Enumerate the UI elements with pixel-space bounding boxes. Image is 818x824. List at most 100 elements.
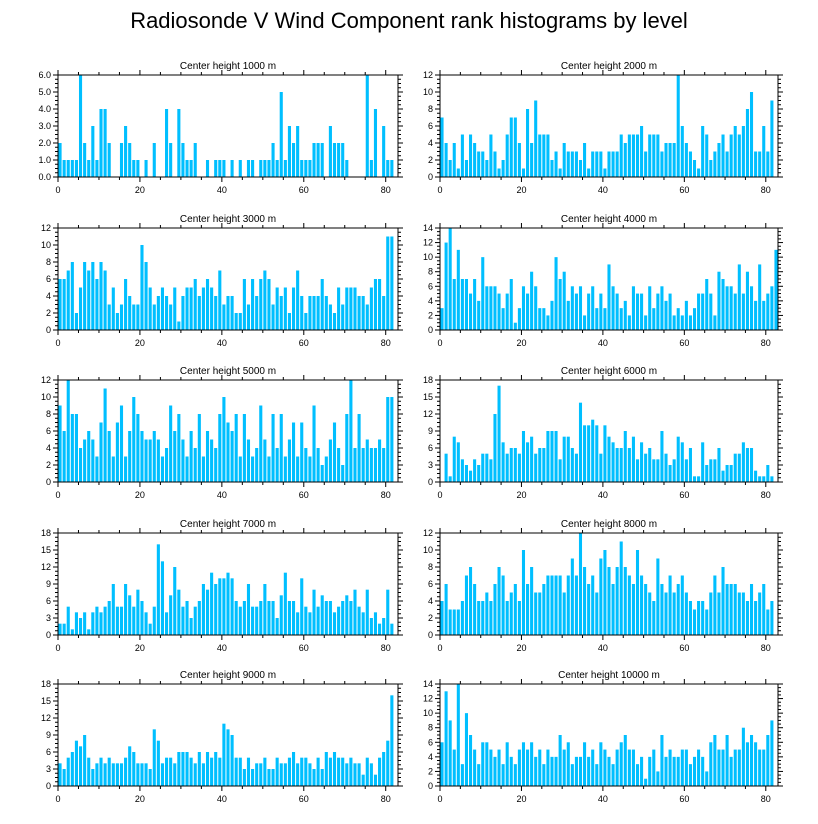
histogram-bar	[136, 304, 140, 330]
histogram-bar	[574, 293, 578, 330]
histogram-bar	[603, 425, 607, 482]
histogram-bar	[124, 456, 128, 482]
histogram-bar	[709, 459, 713, 482]
histogram-bar	[279, 595, 283, 635]
histogram-bar	[737, 453, 741, 482]
x-tick-label: 80	[761, 185, 771, 195]
histogram-bar	[526, 584, 530, 635]
histogram-bar	[283, 572, 287, 635]
y-tick-label: 6	[46, 596, 51, 606]
histogram-bar	[103, 109, 107, 177]
histogram-bar	[160, 763, 165, 786]
histogram-bar	[152, 606, 156, 635]
histogram-bar	[111, 456, 115, 482]
histogram-bar	[341, 601, 345, 635]
histogram-bar	[521, 550, 526, 635]
histogram-bar	[275, 160, 279, 177]
histogram-bar	[635, 550, 640, 635]
histogram-bar	[688, 315, 692, 330]
histogram-bar	[745, 109, 749, 177]
histogram-bar	[456, 249, 460, 330]
histogram-bar	[390, 695, 394, 786]
histogram-bar	[660, 431, 664, 482]
histogram-bar	[473, 279, 477, 330]
x-tick-label: 80	[381, 185, 391, 195]
histogram-bar	[107, 431, 111, 482]
histogram-bar	[165, 612, 169, 635]
histogram-bar	[279, 763, 283, 786]
histogram-bar	[566, 436, 570, 482]
histogram-bar	[312, 769, 316, 786]
histogram-bar	[218, 414, 222, 482]
y-tick-label: 12	[423, 694, 433, 704]
histogram-bar	[473, 459, 477, 482]
histogram-bar	[287, 126, 291, 177]
histogram-bar	[251, 456, 255, 482]
histogram-bar	[542, 134, 546, 177]
histogram-bar	[66, 757, 70, 786]
panel-title: Center height 5000 m	[180, 366, 276, 377]
histogram-bar	[230, 160, 234, 177]
histogram-bar	[230, 735, 234, 786]
y-tick-label: 9	[428, 426, 433, 436]
histogram-bar	[210, 439, 214, 482]
y-tick-label: 14	[423, 223, 433, 233]
histogram-bar	[185, 601, 189, 635]
histogram-bar	[111, 763, 115, 786]
histogram-bar	[664, 756, 668, 786]
histogram-bar	[357, 606, 361, 635]
histogram-bar	[705, 465, 709, 482]
histogram-bar	[448, 720, 452, 786]
histogram-bar	[357, 763, 361, 786]
histogram-bar	[230, 296, 234, 330]
histogram-bar	[668, 143, 672, 177]
histogram-bar	[648, 592, 652, 635]
histogram-bar	[378, 439, 382, 482]
histogram-bar	[70, 752, 74, 786]
x-tick-label: 60	[299, 490, 309, 500]
histogram-bar	[635, 293, 640, 330]
y-tick-label: 15	[41, 696, 51, 706]
histogram-bar	[505, 293, 509, 330]
histogram-bar	[169, 304, 173, 330]
histogram-bar	[140, 763, 144, 786]
histogram-bar	[497, 749, 501, 786]
histogram-bar	[320, 465, 324, 482]
histogram-bar	[304, 448, 308, 482]
histogram-bar	[595, 425, 599, 482]
histogram-bar	[684, 300, 688, 330]
histogram-bar	[287, 439, 291, 482]
histogram-bar	[255, 763, 259, 786]
histogram-bar	[107, 143, 111, 177]
histogram-bar	[382, 618, 386, 635]
histogram-bar	[140, 431, 144, 482]
x-tick-label: 20	[516, 185, 526, 195]
histogram-bar	[701, 756, 705, 786]
histogram-bar	[538, 448, 542, 482]
x-tick-label: 60	[299, 338, 309, 348]
histogram-bar	[631, 749, 635, 786]
histogram-bar	[737, 134, 741, 177]
histogram-bar	[300, 160, 304, 177]
y-tick-label: 15	[423, 392, 433, 402]
histogram-bar	[729, 134, 733, 177]
histogram-bar	[136, 414, 140, 482]
y-tick-label: 0.0	[38, 172, 51, 182]
histogram-bar	[279, 414, 283, 482]
histogram-bar	[509, 279, 513, 330]
histogram-bar	[692, 609, 697, 635]
histogram-bar	[369, 448, 373, 482]
histogram-bar	[128, 746, 132, 786]
histogram-bar	[328, 757, 332, 786]
histogram-bar	[721, 749, 725, 786]
histogram-bar	[770, 286, 774, 330]
histogram-bar	[353, 448, 357, 482]
histogram-bar	[526, 109, 530, 177]
histogram-bar	[66, 270, 70, 330]
histogram-bar	[78, 746, 83, 786]
histogram-bar	[554, 575, 558, 635]
histogram-bar	[251, 279, 255, 330]
histogram-bar	[312, 589, 316, 635]
histogram-bar	[619, 742, 623, 786]
histogram-bar	[169, 405, 173, 482]
